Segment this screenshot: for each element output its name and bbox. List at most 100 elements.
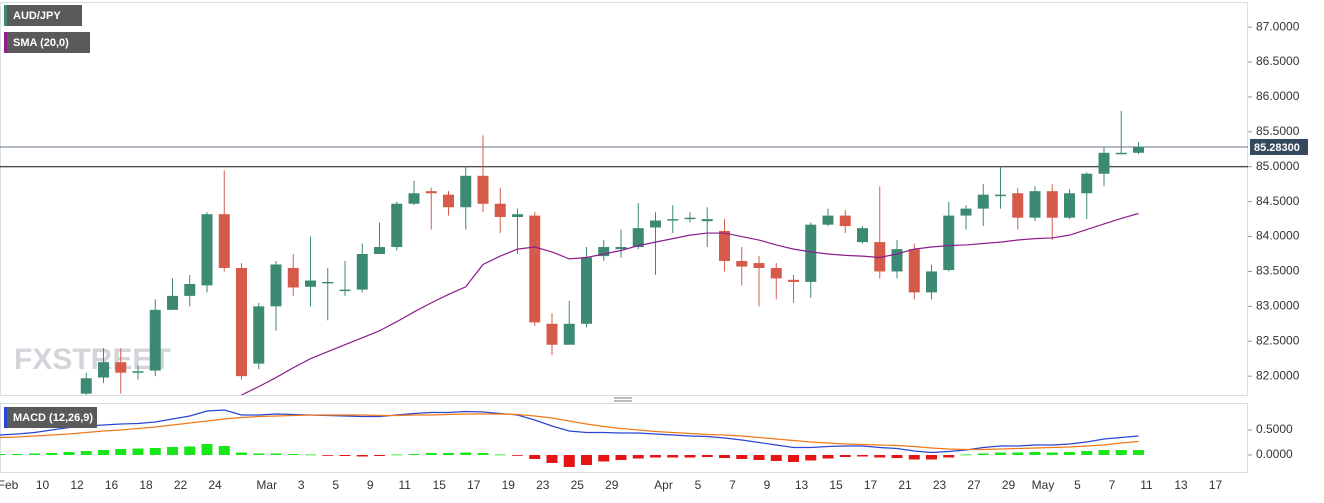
histogram-bar: [563, 455, 575, 467]
x-tick-label: 15: [433, 478, 447, 492]
last-price-tag: 85.28300: [1250, 138, 1308, 155]
y-tick-label: 86.5000: [1256, 54, 1300, 68]
y-tick-label: 86.0000: [1256, 89, 1300, 103]
candle-body: [80, 378, 92, 394]
x-tick-label: 3: [298, 478, 305, 492]
x-tick-label: May: [1032, 478, 1055, 492]
histogram-bar: [805, 455, 817, 461]
candle-body: [339, 289, 351, 292]
x-tick-label: 9: [367, 478, 374, 492]
histogram-bar: [943, 455, 955, 458]
candle-body: [719, 230, 730, 261]
histogram-bar: [494, 454, 506, 456]
candle-body: [167, 295, 178, 310]
y-tick-label: 87.0000: [1256, 19, 1300, 33]
candle-body: [236, 267, 247, 377]
candle-body: [960, 208, 972, 216]
x-tick-label: 23: [933, 478, 947, 492]
candle-body: [494, 203, 506, 217]
sma-tag[interactable]: SMA (20,0): [4, 32, 90, 53]
histogram-bar: [960, 454, 972, 456]
x-tick-label: 7: [1109, 478, 1116, 492]
last-price-box: [1250, 138, 1308, 155]
y-tick-label: 84.0000: [1256, 229, 1300, 243]
x-tick-label: 23: [536, 478, 550, 492]
x-tick-label: 11: [1140, 478, 1153, 492]
histogram-bar: [201, 444, 213, 455]
histogram-bar: [615, 455, 627, 460]
histogram-bar: [98, 450, 109, 455]
macd-pane: [0, 403, 1248, 473]
histogram-bar: [270, 453, 282, 455]
watermark: FXSTREET: [14, 343, 171, 376]
macd-label: MACD (12,26,9): [13, 412, 93, 424]
candle-body: [736, 260, 748, 267]
x-tick-label: 24: [208, 478, 222, 492]
x-tick-label: 21: [898, 478, 912, 492]
candle-body: [995, 194, 1006, 197]
histogram-bar: [115, 449, 127, 455]
histogram-bar: [598, 455, 610, 462]
x-tick-label: 16: [105, 478, 119, 492]
histogram-bar: [253, 453, 265, 455]
x-tick-label: 13: [1174, 478, 1188, 492]
histogram-bar: [908, 455, 920, 460]
histogram-bar: [305, 454, 316, 456]
y-tick-label: 82.0000: [1256, 368, 1300, 382]
symbol-tag[interactable]: AUD/JPY: [4, 5, 82, 26]
histogram-bar: [822, 455, 834, 459]
histogram-bar: [460, 452, 472, 455]
candle-body: [563, 323, 575, 345]
candle-body: [218, 214, 230, 268]
candle-body: [684, 217, 696, 220]
histogram-bar: [546, 455, 558, 463]
tag-box: [4, 32, 90, 53]
x-tick-label: 22: [174, 478, 188, 492]
histogram-bar: [977, 453, 989, 455]
candle-body: [615, 247, 627, 250]
candle-body: [184, 284, 196, 296]
histogram-bar: [149, 448, 161, 455]
histogram-bar: [839, 455, 851, 457]
histogram-bar: [287, 454, 299, 455]
candle-body: [805, 224, 817, 282]
x-tick-label: 25: [571, 478, 585, 492]
candle-body: [356, 253, 368, 290]
candle-body: [132, 371, 144, 373]
x-tick-label: 27: [967, 478, 981, 492]
tag-swatch: [4, 5, 7, 26]
histogram-bar: [1081, 451, 1093, 455]
histogram-bar: [1029, 452, 1041, 455]
histogram-bar: [874, 455, 886, 458]
candle-body: [287, 267, 299, 288]
histogram-bar: [650, 455, 661, 458]
tag-swatch: [4, 407, 7, 428]
symbol-label: AUD/JPY: [13, 10, 61, 22]
histogram-bar: [926, 455, 937, 460]
candle-body: [460, 175, 472, 208]
main-pane: [0, 2, 1248, 396]
candle-body: [1046, 191, 1058, 218]
macd-line: [0, 409, 1139, 454]
x-tick-label: 17: [1209, 478, 1223, 492]
candle-body: [632, 228, 644, 248]
candle-body: [529, 215, 541, 323]
x-tick-label: 10: [36, 478, 50, 492]
x-tick-label: 5: [695, 478, 702, 492]
x-tick-label: 7: [729, 478, 736, 492]
x-tick-label: 9: [764, 478, 771, 492]
candle-body: [1012, 193, 1024, 218]
histogram-bar: [132, 448, 144, 455]
histogram-bar: [0, 454, 6, 455]
x-tick-label: 15: [829, 478, 843, 492]
candle-body: [770, 267, 782, 279]
candle-body: [598, 247, 610, 257]
histogram-bar: [1012, 452, 1024, 455]
macd-tag[interactable]: MACD (12,26,9): [4, 407, 97, 428]
histogram-bar: [1098, 450, 1110, 455]
candle-body: [650, 220, 661, 228]
histogram-bar: [374, 455, 385, 456]
x-tick-label: 12: [70, 478, 84, 492]
macd-line: [0, 413, 1139, 451]
candle-body: [443, 194, 454, 208]
